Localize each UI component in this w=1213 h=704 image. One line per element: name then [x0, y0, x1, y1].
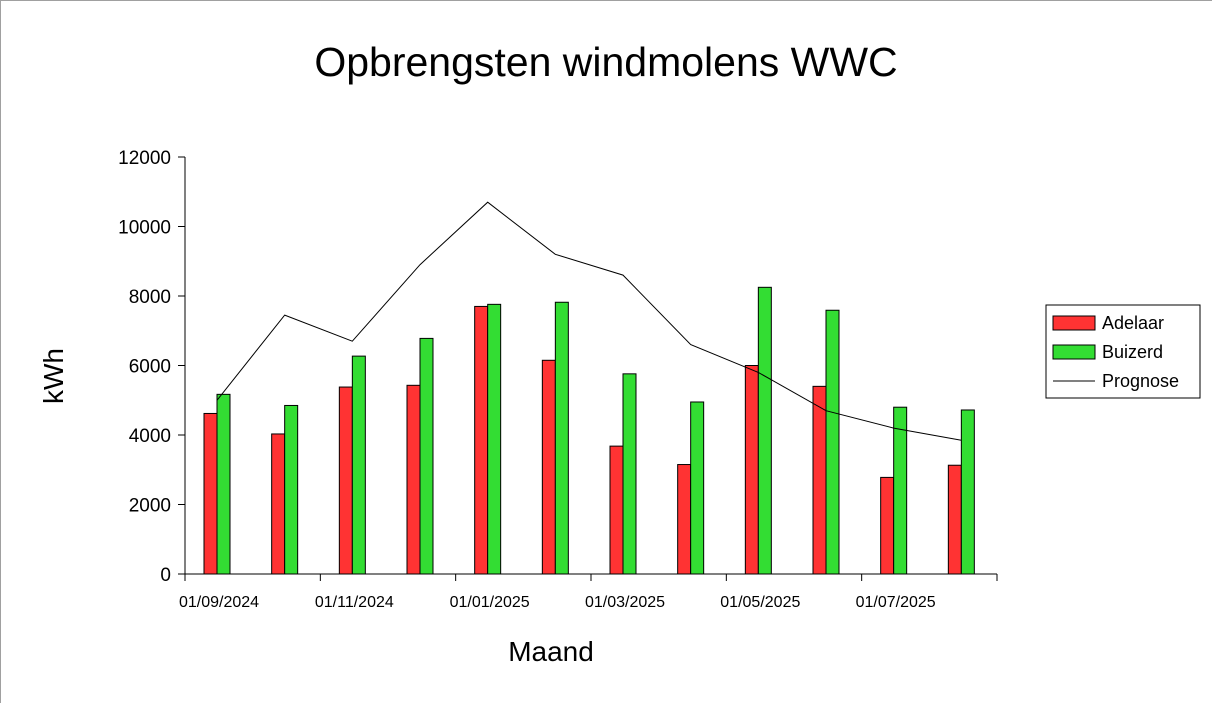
bar-buizerd: [622, 373, 637, 575]
bar-adelaar: [338, 386, 353, 575]
bar-adelaar: [609, 445, 624, 575]
bar-buizerd: [757, 286, 772, 575]
x-tick-label: 01/01/2025: [450, 594, 530, 611]
bar-adelaar: [474, 305, 489, 575]
bar-adelaar: [947, 464, 962, 575]
x-tick-label: 01/03/2025: [585, 594, 665, 611]
bar-buizerd: [351, 355, 366, 575]
x-tick-label: 01/11/2024: [315, 594, 394, 611]
bar-adelaar: [271, 433, 286, 575]
y-tick-label: 0: [160, 565, 171, 586]
bar-buizerd: [487, 303, 502, 575]
bar-buizerd: [825, 309, 840, 575]
legend-label-prognose: Prognose: [1102, 371, 1179, 391]
x-tick-label: 01/07/2025: [856, 594, 936, 611]
bar-adelaar: [541, 359, 556, 575]
y-tick-label: 2000: [129, 496, 171, 517]
legend-swatch-adelaar: [1052, 315, 1096, 331]
bar-buizerd: [419, 337, 434, 575]
bar-adelaar: [880, 476, 895, 575]
bar-buizerd: [284, 404, 299, 575]
y-tick-label: 6000: [129, 357, 171, 378]
y-axis-title: kWh: [38, 348, 69, 404]
bar-adelaar: [744, 365, 759, 575]
bar-buizerd: [554, 301, 569, 575]
bar-buizerd: [893, 406, 908, 575]
y-tick-label: 4000: [129, 426, 171, 447]
x-tick-label: 01/05/2025: [720, 594, 800, 611]
plot-area: 0 2000 4000 6000 8000 10000 12000 01/09/2024 01/…: [118, 148, 998, 611]
bar-adelaar: [677, 464, 692, 575]
bar-buizerd: [960, 409, 975, 575]
bar-adelaar: [203, 412, 218, 575]
y-tick-label: 10000: [118, 218, 171, 239]
line-prognose: [216, 201, 962, 441]
legend: Adelaar Buizerd Prognose: [1045, 304, 1201, 399]
legend-label-buizerd: Buizerd: [1102, 342, 1163, 362]
bar-buizerd: [690, 401, 705, 575]
y-tick-label: 12000: [118, 148, 171, 169]
x-tick-label: 01/09/2024: [179, 594, 259, 611]
legend-swatch-buizerd: [1052, 344, 1096, 360]
bar-adelaar: [812, 385, 827, 575]
bar-adelaar: [406, 384, 421, 575]
chart-title: Opbrengsten windmolens WWC: [314, 39, 897, 85]
y-tick-label: 8000: [129, 287, 171, 308]
bar-buizerd: [216, 393, 231, 575]
x-axis-title: Maand: [508, 636, 594, 667]
legend-label-adelaar: Adelaar: [1102, 313, 1164, 333]
